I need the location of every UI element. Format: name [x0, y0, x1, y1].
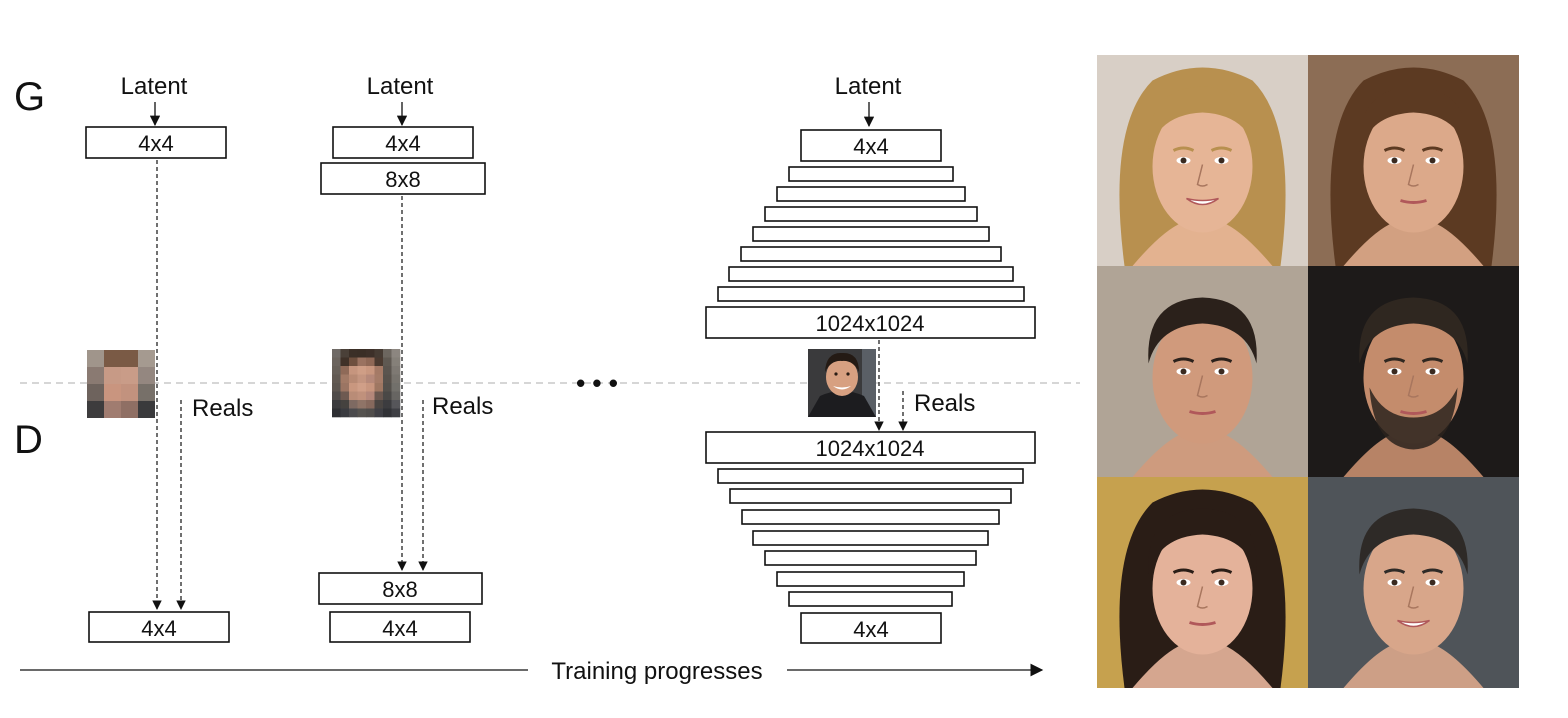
sample-face-woman-dark-bangs: [1097, 477, 1308, 688]
g-hidden-layer: [728, 266, 1014, 282]
reals-label: Reals: [432, 393, 493, 420]
d-hidden-layer: [729, 488, 1012, 504]
d-hidden-layer: [764, 550, 977, 566]
g-layer-label: 1024x1024: [816, 311, 925, 336]
training-progresses-label: Training progresses: [551, 658, 762, 685]
d-layer-box: [329, 611, 471, 643]
g-layer-label: 4x4: [853, 134, 888, 159]
d-layer-box: [318, 572, 483, 605]
g-hidden-layer: [717, 286, 1025, 302]
stage-2: Latent 4x4 8x8 Reals 8x8 4x4: [318, 73, 493, 643]
g-hidden-layers: [717, 166, 1025, 302]
g-hidden-layer: [764, 206, 978, 222]
g-layer-label: 4x4: [385, 131, 420, 156]
thumbnail-8x8: [332, 349, 401, 418]
sample-face-woman-brown-hair: [1308, 55, 1519, 266]
d-layer-label: 4x4: [382, 616, 417, 641]
g-layer-box: [332, 126, 474, 159]
thumbnail-1024: [808, 349, 876, 417]
stage-3: Latent 4x4 1024x1024 Reals 1024x1024: [705, 73, 1036, 644]
d-layer-label: 4x4: [853, 617, 888, 642]
reals-label: Reals: [192, 395, 253, 422]
g-layer-label: 8x8: [385, 167, 420, 192]
d-layer-label: 1024x1024: [816, 436, 925, 461]
discriminator-label: D: [14, 418, 43, 462]
g-layer-label: 4x4: [138, 131, 173, 156]
sample-face-man-dark-hair: [1097, 266, 1308, 477]
g-hidden-layer: [776, 186, 966, 202]
g-hidden-layer: [752, 226, 990, 242]
reals-label: Reals: [914, 390, 975, 417]
d-layer-box: [88, 611, 230, 643]
thumbnail-4x4: [87, 350, 155, 418]
d-layer-label: 4x4: [141, 616, 176, 641]
g-layer-box: [320, 162, 486, 195]
d-layer-box: [800, 612, 942, 644]
sample-face-man-beard: [1308, 266, 1519, 477]
sample-face-man-smiling: [1308, 477, 1519, 688]
d-hidden-layer: [788, 591, 953, 607]
latent-label: Latent: [121, 73, 188, 100]
ellipsis: • • •: [576, 368, 618, 398]
d-layer-box: [705, 431, 1036, 464]
d-hidden-layer: [741, 509, 1000, 525]
sample-face-woman-blonde-wavy-hair: [1097, 55, 1308, 266]
latent-label: Latent: [835, 73, 902, 100]
d-hidden-layer: [776, 571, 965, 587]
g-layer-box: [85, 126, 227, 159]
stage-1: Latent 4x4 Reals 4x4: [85, 73, 253, 643]
g-layer-box: [800, 129, 942, 162]
g-hidden-layer: [788, 166, 954, 182]
g-layer-box: [705, 306, 1036, 339]
g-hidden-layer: [740, 246, 1002, 262]
latent-label: Latent: [367, 73, 434, 100]
d-hidden-layer: [752, 530, 989, 546]
generated-samples-grid: [1097, 55, 1519, 688]
generator-label: G: [14, 75, 45, 119]
d-hidden-layer: [717, 468, 1024, 484]
d-hidden-layers: [717, 468, 1024, 607]
d-layer-label: 8x8: [382, 577, 417, 602]
